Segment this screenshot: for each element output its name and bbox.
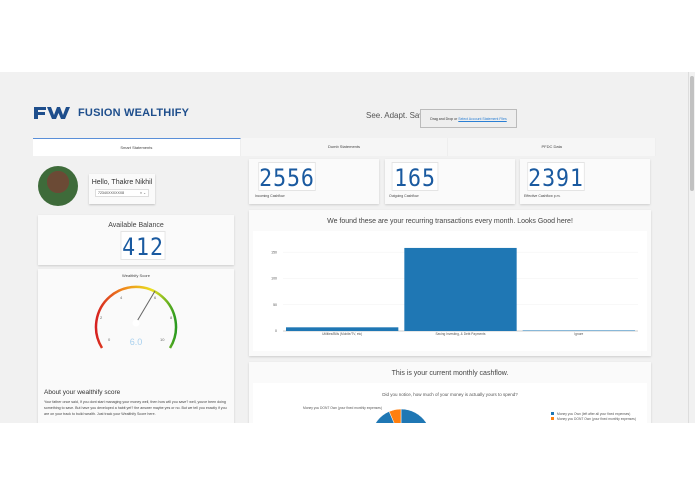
app-viewport: FUSION WEALTHIFY See. Adapt. Save. Drag …: [0, 72, 688, 423]
x-tick-label: Saving Investing, & Debt Payments: [436, 332, 486, 336]
page-scrollbar[interactable]: [688, 72, 695, 423]
gauge-needle: [135, 290, 156, 324]
x-tick-label: Ignore: [574, 332, 583, 336]
tagline: See. Adapt. Save.: [366, 111, 431, 120]
metric-card-effective: 2391 Effective Cashflow p.m.: [520, 159, 650, 204]
y-tick-label: 150: [271, 250, 277, 254]
about-title: About your wealthify score: [44, 389, 121, 396]
account-select[interactable]: 7234XXXXXXX8 × ⌄: [95, 189, 149, 197]
gauge-tick: 4: [120, 295, 123, 300]
account-value: 7234XXXXXXX8: [98, 191, 125, 195]
about-text: Your father once said, If you dont start…: [44, 400, 227, 416]
pie-slice: [388, 408, 402, 423]
gauge-tick: 0: [108, 337, 111, 342]
legend-swatch: [551, 412, 554, 415]
brand-name: FUSION WEALTHIFY: [78, 107, 190, 119]
file-drop-zone[interactable]: Drag and Drop or Select Account Statemen…: [420, 109, 517, 128]
chevron-down-icon: × ⌄: [140, 191, 146, 195]
pie-slice: [375, 408, 427, 423]
avatar: [38, 166, 78, 206]
metric-card-outgoing: 165 Outgoing Cashflow: [385, 159, 515, 204]
pie-slice-label: Money you DONT Own (your fixed monthly e…: [303, 406, 382, 410]
effective-value: 2391: [527, 162, 585, 192]
gauge-tick: 6: [154, 295, 157, 300]
greeting: Hello, Thakre Nikhil: [91, 179, 153, 186]
legend-label: Money you Own (left after all your fixed…: [557, 412, 630, 416]
gauge-tick: 10: [160, 337, 165, 342]
tab-smart-statements[interactable]: Smart Statements: [33, 138, 241, 156]
y-tick-label: 50: [273, 303, 277, 307]
legend-swatch: [551, 417, 554, 420]
gauge-tick: 2: [100, 315, 103, 320]
y-tick-label: 100: [271, 277, 277, 281]
scrollbar-thumb[interactable]: [690, 76, 694, 191]
user-card: Hello, Thakre Nikhil 7234XXXXXXX8 × ⌄: [89, 174, 155, 204]
pie-title: Did you notice, how much of your money i…: [382, 392, 518, 397]
score-title: Wealthify Score: [122, 273, 150, 278]
score-card: Wealthify Score 0 2 4 6 8 10 6.0 About y…: [38, 269, 234, 423]
cashflow-title: This is your current monthly cashflow.: [391, 370, 509, 377]
about-section: About your wealthify score Your father o…: [44, 389, 228, 417]
tab-dumb-statements[interactable]: Dumb Statements: [241, 138, 449, 156]
gauge-hub: [132, 319, 140, 327]
metric-card-incoming: 2556 Incoming Cashflow: [249, 159, 379, 204]
x-tick-label: Utilities/Bills (Mobile/TV, etc): [322, 332, 362, 336]
outgoing-label: Outgoing Cashflow: [389, 194, 419, 198]
bar: [404, 247, 517, 331]
bar: [286, 327, 399, 331]
brand-logo: FUSION WEALTHIFY: [34, 106, 189, 120]
gauge-tick: 8: [170, 315, 173, 320]
outgoing-value: 165: [391, 162, 439, 192]
effective-label: Effective Cashflow p.m.: [524, 194, 561, 198]
cashflow-card: This is your current monthly cashflow. D…: [249, 362, 651, 423]
incoming-value: 2556: [258, 162, 316, 192]
drop-text: Drag and Drop or: [430, 117, 458, 121]
recurring-card: We found these are your recurring transa…: [249, 210, 651, 356]
balance-value: 412: [120, 231, 166, 261]
tab-bar: Smart Statements Dumb Statements PFDC Da…: [33, 138, 657, 156]
select-files-link[interactable]: Select Account Statement Files: [458, 117, 507, 121]
legend-label: Money you DONT Own (your fixed monthly e…: [557, 417, 636, 421]
recurring-bar-chart: 0 50 100 150 Utilities/Bills (Mobile/TV, etc…: [271, 247, 638, 336]
balance-label: Available Balance: [108, 222, 164, 229]
bar-chart-title: We found these are your recurring transa…: [327, 218, 573, 225]
wealthify-gauge: 0 2 4 6 8 10 6.0: [94, 285, 178, 349]
gauge-value: 6.0: [130, 337, 143, 347]
bar: [522, 330, 635, 331]
y-tick-label: 0: [275, 329, 277, 333]
cashflow-pie-chart: Did you notice, how much of your money i…: [303, 392, 636, 423]
incoming-label: Incoming Cashflow: [255, 194, 285, 198]
tab-pfdc-data[interactable]: PFDC Data: [448, 138, 657, 156]
fw-logo-icon: [34, 107, 70, 119]
balance-card: Available Balance 412: [38, 215, 234, 265]
